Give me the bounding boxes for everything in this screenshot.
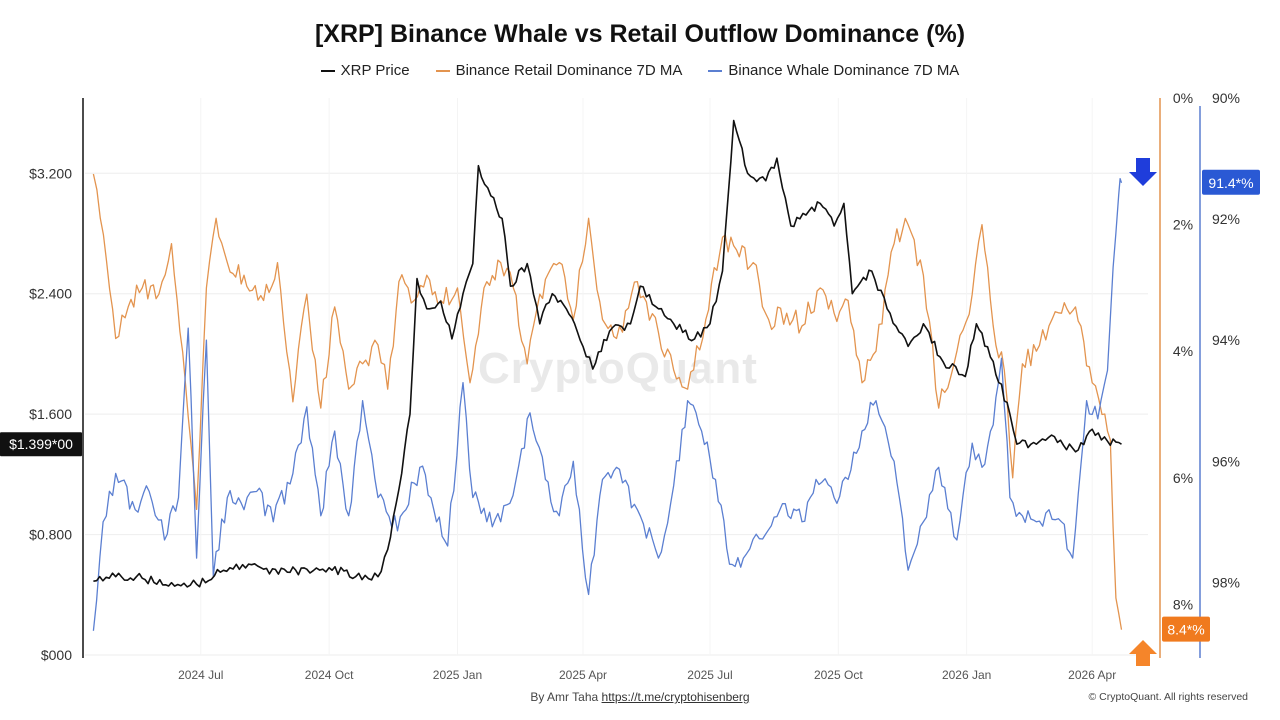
y-whale-tick-label: 90% xyxy=(1212,90,1240,106)
series-line-retail xyxy=(92,173,1123,630)
y-left-tick-label: $000 xyxy=(41,647,72,663)
x-tick-label: 2025 Apr xyxy=(559,668,607,682)
x-tick-label: 2024 Oct xyxy=(305,668,354,682)
x-tick-label: 2026 Jan xyxy=(942,668,991,682)
y-retail-tick-label: 8% xyxy=(1173,596,1193,612)
retail-badge-text: 8.4*% xyxy=(1167,622,1204,638)
legend-swatch-whale xyxy=(708,69,723,72)
chart-canvas: $000 $0.800 $1.600 $2.400 $3.200 2024 Jul 2024… xyxy=(0,90,1260,682)
arrow-up-icon xyxy=(1129,640,1157,666)
y-left-tick-label: $2.400 xyxy=(29,286,72,302)
footer-copyright: © CryptoQuant. All rights reserved xyxy=(1088,691,1248,703)
y-whale-tick-label: 96% xyxy=(1212,453,1240,469)
legend-swatch-price xyxy=(320,69,335,72)
y-retail-tick-label: 4% xyxy=(1173,343,1193,359)
grid-lines xyxy=(85,98,1148,656)
y-retail-tick-label: 0% xyxy=(1173,90,1193,106)
x-tick-label: 2025 Oct xyxy=(814,668,863,682)
axes xyxy=(82,98,1201,658)
footer-credit: By Amr Taha https://t.me/cryptohisenberg xyxy=(0,690,1280,704)
legend-item-price[interactable]: XRP Price xyxy=(320,62,410,79)
retail-badge xyxy=(1162,616,1210,642)
whale-badge xyxy=(1202,169,1260,195)
series-lines xyxy=(92,119,1123,631)
legend-label-retail: Binance Retail Dominance 7D MA xyxy=(455,62,683,79)
legend-item-whale[interactable]: Binance Whale Dominance 7D MA xyxy=(708,62,959,79)
y-left-tick-label: $0.800 xyxy=(29,527,72,543)
x-tick-label: 2024 Jul xyxy=(178,668,223,682)
price-badge xyxy=(0,432,82,457)
chart-title: [XRP] Binance Whale vs Retail Outflow Do… xyxy=(314,20,966,48)
legend-item-retail[interactable]: Binance Retail Dominance 7D MA xyxy=(435,62,683,79)
series-line-price xyxy=(93,119,1122,588)
y-retail-tick-label: 6% xyxy=(1173,470,1193,486)
series-line-whale xyxy=(92,177,1123,631)
credit-text: By Amr Taha xyxy=(530,690,602,704)
y-left-tick-label: $1.600 xyxy=(29,406,72,422)
y-whale-tick-label: 92% xyxy=(1212,211,1240,227)
legend-label-price: XRP Price xyxy=(340,62,410,79)
price-badge-text: $1.399*00 xyxy=(9,436,73,452)
x-tick-label: 2025 Jul xyxy=(687,668,732,682)
legend-label-whale: Binance Whale Dominance 7D MA xyxy=(728,62,960,79)
arrow-down-icon xyxy=(1129,158,1157,186)
legend-swatch-retail xyxy=(435,69,450,72)
y-retail-tick-label: 2% xyxy=(1173,217,1193,233)
annotations: $1.399*00 91.4*% 8.4*% xyxy=(0,158,1260,666)
x-tick-label: 2026 Apr xyxy=(1068,668,1116,682)
whale-badge-text: 91.4*% xyxy=(1208,175,1253,191)
credit-link[interactable]: https://t.me/cryptohisenberg xyxy=(601,690,750,704)
tick-labels: $000 $0.800 $1.600 $2.400 $3.200 2024 Jul 2024… xyxy=(29,90,1240,682)
chart-legend: XRP Price Binance Retail Dominance 7D MA… xyxy=(0,62,1280,79)
y-left-tick-label: $3.200 xyxy=(29,165,72,181)
y-whale-tick-label: 98% xyxy=(1212,574,1240,590)
x-tick-label: 2025 Jan xyxy=(433,668,482,682)
y-whale-tick-label: 94% xyxy=(1212,332,1240,348)
